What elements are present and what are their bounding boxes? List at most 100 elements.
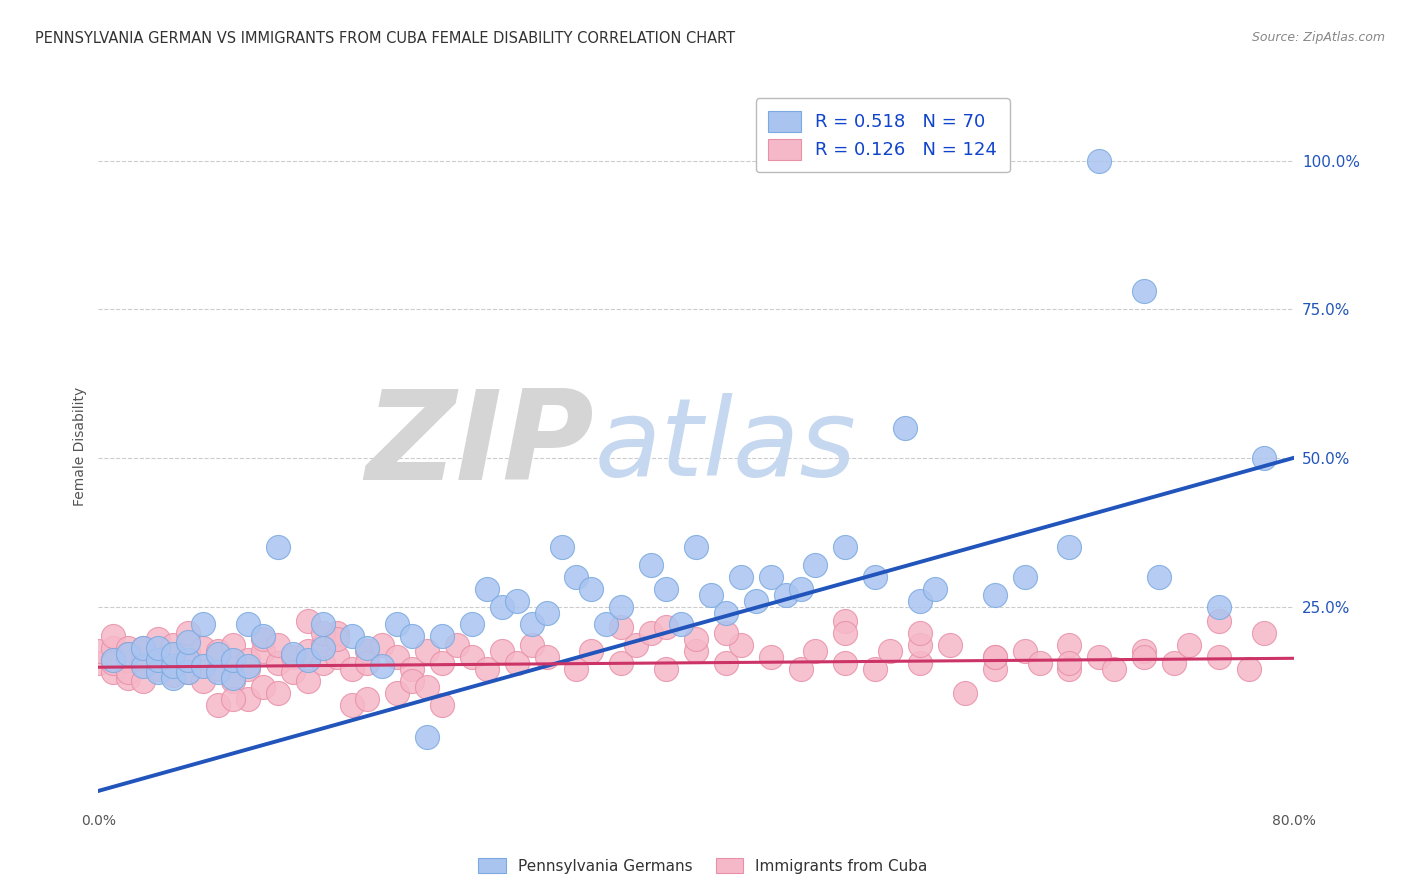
- Point: [908, 656, 931, 670]
- Point: [640, 626, 662, 640]
- Point: [162, 638, 184, 652]
- Point: [222, 656, 245, 670]
- Point: [342, 662, 364, 676]
- Point: [789, 582, 811, 596]
- Point: [356, 644, 378, 658]
- Point: [565, 662, 588, 676]
- Point: [1088, 650, 1111, 665]
- Point: [356, 641, 378, 656]
- Point: [177, 635, 200, 649]
- Point: [401, 629, 423, 643]
- Point: [461, 650, 484, 665]
- Point: [834, 626, 856, 640]
- Point: [430, 656, 453, 670]
- Point: [132, 673, 155, 688]
- Point: [475, 662, 498, 676]
- Point: [416, 644, 439, 658]
- Point: [655, 582, 678, 596]
- Point: [267, 540, 290, 554]
- Point: [148, 653, 170, 667]
- Point: [311, 641, 333, 656]
- Point: [610, 599, 633, 614]
- Point: [117, 641, 139, 656]
- Legend: R = 0.518   N = 70, R = 0.126   N = 124: R = 0.518 N = 70, R = 0.126 N = 124: [755, 98, 1010, 172]
- Point: [103, 629, 125, 643]
- Point: [236, 617, 259, 632]
- Point: [148, 662, 170, 676]
- Point: [730, 570, 752, 584]
- Point: [103, 641, 125, 656]
- Point: [984, 588, 1007, 602]
- Point: [297, 653, 319, 667]
- Point: [132, 641, 155, 656]
- Point: [148, 641, 170, 656]
- Point: [236, 659, 259, 673]
- Point: [1253, 450, 1275, 465]
- Point: [117, 671, 139, 685]
- Point: [191, 673, 214, 688]
- Point: [520, 638, 543, 652]
- Point: [536, 606, 558, 620]
- Text: Source: ZipAtlas.com: Source: ZipAtlas.com: [1251, 31, 1385, 45]
- Point: [236, 662, 259, 676]
- Point: [1104, 662, 1126, 676]
- Point: [222, 638, 245, 652]
- Point: [311, 626, 333, 640]
- Point: [581, 644, 603, 658]
- Point: [1237, 662, 1260, 676]
- Point: [804, 558, 827, 572]
- Point: [1163, 656, 1185, 670]
- Point: [1178, 638, 1201, 652]
- Point: [1133, 285, 1156, 299]
- Point: [1253, 626, 1275, 640]
- Y-axis label: Female Disability: Female Disability: [73, 386, 87, 506]
- Point: [1059, 662, 1081, 676]
- Point: [550, 540, 572, 554]
- Point: [222, 671, 245, 685]
- Point: [148, 647, 170, 661]
- Point: [177, 644, 200, 658]
- Point: [984, 662, 1007, 676]
- Point: [446, 638, 468, 652]
- Point: [162, 659, 184, 673]
- Point: [222, 691, 245, 706]
- Point: [297, 673, 319, 688]
- Point: [1208, 599, 1230, 614]
- Point: [908, 626, 931, 640]
- Point: [1133, 650, 1156, 665]
- Point: [132, 659, 155, 673]
- Point: [162, 668, 184, 682]
- Point: [626, 638, 648, 652]
- Point: [984, 650, 1007, 665]
- Point: [610, 620, 633, 634]
- Point: [87, 644, 110, 658]
- Point: [103, 656, 125, 670]
- Point: [297, 644, 319, 658]
- Point: [191, 659, 214, 673]
- Text: PENNSYLVANIA GERMAN VS IMMIGRANTS FROM CUBA FEMALE DISABILITY CORRELATION CHART: PENNSYLVANIA GERMAN VS IMMIGRANTS FROM C…: [35, 31, 735, 46]
- Point: [879, 644, 901, 658]
- Point: [371, 659, 394, 673]
- Point: [1059, 656, 1081, 670]
- Point: [267, 656, 290, 670]
- Point: [177, 665, 200, 679]
- Point: [207, 662, 229, 676]
- Point: [700, 588, 723, 602]
- Point: [759, 570, 782, 584]
- Point: [207, 665, 229, 679]
- Point: [759, 650, 782, 665]
- Point: [669, 617, 692, 632]
- Point: [1147, 570, 1170, 584]
- Point: [834, 540, 856, 554]
- Point: [939, 638, 962, 652]
- Point: [281, 647, 304, 661]
- Point: [117, 647, 139, 661]
- Point: [984, 650, 1007, 665]
- Point: [252, 632, 274, 647]
- Point: [103, 665, 125, 679]
- Point: [117, 653, 139, 667]
- Point: [475, 582, 498, 596]
- Point: [834, 615, 856, 629]
- Point: [311, 617, 333, 632]
- Point: [953, 686, 976, 700]
